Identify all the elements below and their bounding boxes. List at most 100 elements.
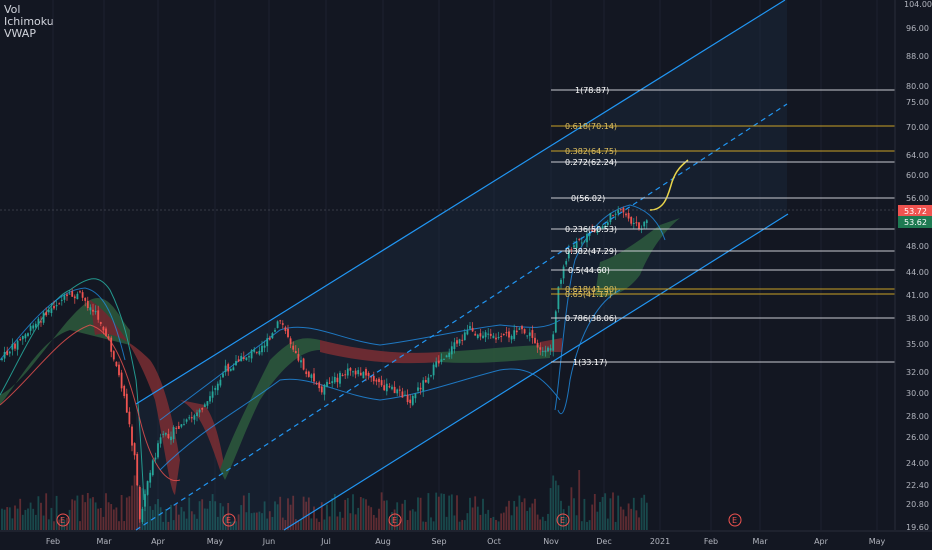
volume-bar — [81, 494, 84, 530]
candle-body — [461, 339, 464, 341]
candle-body — [484, 332, 487, 338]
candle-body — [409, 399, 412, 404]
candle-body — [536, 342, 539, 348]
volume-bar — [24, 509, 27, 530]
candle-body — [258, 350, 261, 355]
volume-bar — [255, 512, 258, 530]
candle-body — [128, 411, 131, 425]
candle-body — [622, 207, 625, 213]
volume-bar — [112, 509, 115, 530]
volume-bar — [596, 511, 599, 530]
volume-bar — [172, 520, 175, 530]
price-tick: 44.00 — [906, 268, 929, 277]
svg-text:E: E — [732, 516, 737, 525]
volume-bar — [414, 511, 417, 530]
volume-bar — [417, 497, 419, 530]
price-tick: 32.00 — [906, 368, 929, 377]
volume-bar — [120, 494, 123, 530]
candle-body — [214, 388, 217, 390]
volume-bar — [183, 511, 185, 530]
candle-body — [6, 350, 9, 356]
volume-bar — [443, 493, 445, 530]
candle-body — [164, 432, 167, 435]
volume-bar — [258, 511, 261, 530]
candle-body — [68, 293, 71, 295]
volume-bar — [632, 497, 635, 530]
time-tick: Dec — [596, 537, 611, 546]
time-tick: Apr — [814, 537, 829, 546]
volume-bar — [27, 508, 29, 530]
earnings-marker[interactable]: E — [728, 513, 742, 527]
volume-bar — [68, 509, 71, 530]
fib-label: 0(56.02) — [571, 194, 605, 203]
candle-body — [560, 279, 562, 284]
candle-body — [245, 357, 248, 361]
candle-body — [89, 307, 92, 311]
volume-bar — [279, 496, 282, 530]
candle-body — [3, 352, 6, 359]
candle-body — [73, 296, 76, 299]
volume-bar — [237, 514, 240, 530]
volume-bar — [484, 513, 487, 530]
volume-bar — [326, 504, 328, 530]
fib-label: 0.382(47.29) — [565, 247, 617, 256]
time-tick: Apr — [151, 537, 166, 546]
candle-body — [393, 386, 396, 394]
volume-bar — [502, 512, 505, 530]
vwap-price-text: 53.62 — [904, 218, 927, 227]
earnings-marker[interactable]: E — [56, 513, 70, 527]
time-axis[interactable]: Feb Mar Apr May Jun Jul Aug Sep Oct Nov … — [0, 530, 932, 550]
volume-bar — [583, 498, 586, 530]
volume-bar — [482, 498, 484, 530]
volume-bar — [474, 496, 477, 530]
volume-bar — [333, 494, 336, 530]
volume-bar — [419, 497, 422, 530]
candle-body — [105, 328, 107, 337]
candle-body — [344, 374, 347, 376]
candle-body — [263, 345, 266, 348]
volume-bar — [240, 505, 243, 530]
candle-body — [133, 443, 136, 456]
earnings-marker[interactable]: E — [556, 513, 570, 527]
candle-body — [565, 261, 568, 265]
price-axis[interactable]: 104.00 96.00 88.00 80.00 75.00 70.00 64.… — [894, 0, 932, 550]
candle-body — [196, 412, 198, 417]
candle-body — [513, 330, 516, 339]
volume-bar — [440, 493, 443, 530]
volume-bar — [227, 502, 230, 530]
legend-vwap[interactable]: VWAP — [4, 27, 36, 40]
volume-bar — [188, 497, 191, 530]
legend-ichimoku[interactable]: Ichimoku — [4, 15, 54, 28]
volume-bar — [8, 507, 11, 530]
candle-body — [596, 229, 599, 234]
volume-bar — [424, 521, 427, 530]
volume-bar — [604, 493, 607, 530]
volume-bar — [541, 516, 544, 530]
candle-body — [284, 327, 287, 332]
volume-bar — [549, 488, 552, 530]
volume-bar — [365, 499, 367, 530]
volume-bar — [284, 520, 287, 530]
candle-body — [253, 349, 256, 352]
volume-bar — [164, 509, 167, 530]
candle-body — [84, 297, 87, 301]
last-price-badge — [898, 205, 932, 217]
price-tick: 28.00 — [906, 412, 929, 421]
candle-body — [573, 245, 575, 248]
candle-body — [157, 443, 159, 458]
earnings-marker[interactable]: E — [222, 513, 236, 527]
legend-vol[interactable]: Vol — [4, 3, 21, 16]
candle-body — [435, 361, 438, 367]
candle-body — [437, 360, 440, 364]
volume-bar — [159, 507, 162, 530]
volume-bar — [287, 498, 289, 530]
volume-bar — [219, 503, 222, 530]
fib-label: 0.272(62.24) — [565, 158, 617, 167]
earnings-marker[interactable]: E — [388, 513, 402, 527]
volume-bar — [422, 521, 425, 530]
candle-body — [60, 299, 63, 301]
volume-bar — [599, 501, 601, 530]
candle-body — [508, 331, 510, 338]
volume-bar — [357, 507, 360, 530]
